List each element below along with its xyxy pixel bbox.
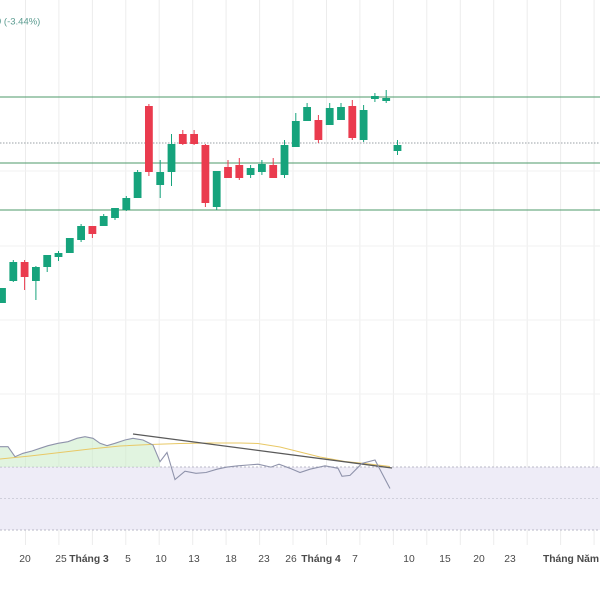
svg-text:7: 7 bbox=[352, 554, 358, 565]
svg-text:9 (-3.44%): 9 (-3.44%) bbox=[0, 17, 40, 28]
svg-text:25: 25 bbox=[55, 554, 67, 565]
svg-text:23: 23 bbox=[258, 554, 270, 565]
svg-text:18: 18 bbox=[225, 554, 237, 565]
svg-text:20: 20 bbox=[19, 554, 31, 565]
svg-text:20: 20 bbox=[473, 554, 485, 565]
svg-text:13: 13 bbox=[188, 554, 200, 565]
svg-text:26: 26 bbox=[285, 554, 297, 565]
svg-text:23: 23 bbox=[504, 554, 516, 565]
svg-text:10: 10 bbox=[403, 554, 415, 565]
svg-text:10: 10 bbox=[155, 554, 167, 565]
svg-text:5: 5 bbox=[125, 554, 131, 565]
svg-text:Tháng 4: Tháng 4 bbox=[301, 554, 341, 565]
svg-text:Tháng 3: Tháng 3 bbox=[69, 554, 109, 565]
svg-text:15: 15 bbox=[439, 554, 451, 565]
svg-text:Tháng Năm: Tháng Năm bbox=[543, 554, 599, 565]
